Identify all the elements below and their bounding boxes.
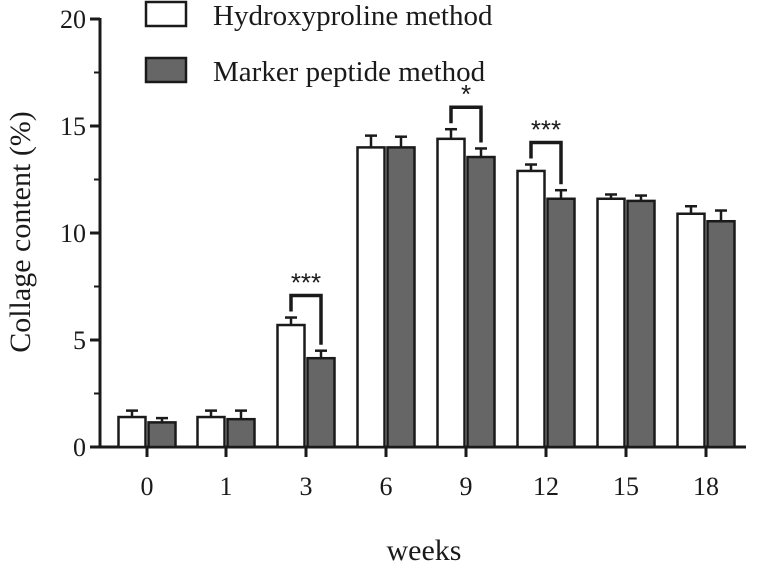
x-tick-label: 9	[460, 472, 473, 501]
bar-hydroxyproline	[117, 415, 147, 449]
x-tick-label: 12	[533, 472, 559, 501]
bar-hydroxyproline	[196, 415, 226, 449]
bar-hydroxyproline	[356, 146, 386, 449]
legend-swatch-hydroxyproline	[144, 0, 188, 28]
y-tick-label: 5	[73, 326, 86, 355]
y-axis-title: Collage content (%)	[4, 111, 37, 353]
bar-marker-peptide	[706, 219, 736, 449]
y-tick-label: 0	[73, 433, 86, 462]
significance-bracket	[289, 293, 323, 345]
bar-marker-peptide	[386, 146, 416, 449]
y-tick-label: 10	[60, 219, 86, 248]
significance-bracket	[529, 140, 563, 185]
x-tick-label: 3	[300, 472, 313, 501]
bar-hydroxyproline	[596, 197, 626, 449]
bar-marker-peptide	[626, 199, 656, 449]
legend-label: Marker peptide method	[213, 56, 486, 88]
bar-marker-peptide	[466, 155, 496, 449]
bar-marker-peptide	[147, 421, 177, 449]
legend-label: Hydroxyproline method	[213, 0, 493, 32]
bar-hydroxyproline	[516, 169, 546, 449]
bar-hydroxyproline	[436, 137, 466, 449]
bar-marker-peptide	[226, 417, 256, 449]
x-tick-label: 18	[693, 472, 719, 501]
x-axis-title: weeks	[387, 534, 462, 563]
significance-label: *	[461, 79, 471, 109]
y-tick-label: 20	[60, 5, 86, 34]
bar-marker-peptide	[306, 356, 336, 449]
bar-hydroxyproline	[276, 323, 306, 449]
legend-swatch-marker-peptide	[144, 56, 188, 84]
x-tick-label: 0	[141, 472, 154, 501]
significance-label: ***	[291, 268, 321, 298]
significance-label: ***	[531, 115, 561, 145]
significance-bracket	[449, 105, 483, 143]
x-tick-label: 6	[380, 472, 393, 501]
x-tick-label: 15	[613, 472, 639, 501]
bar-marker-peptide	[546, 197, 576, 449]
x-tick-label: 1	[220, 472, 233, 501]
bar-hydroxyproline	[676, 212, 706, 449]
y-tick-label: 15	[60, 112, 86, 141]
